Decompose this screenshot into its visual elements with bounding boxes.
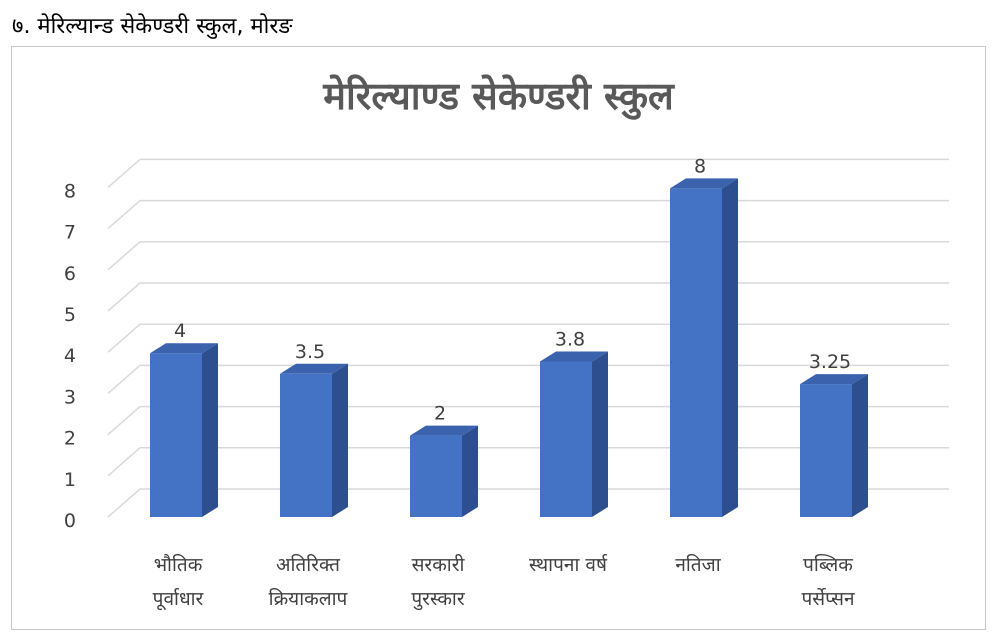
x-tick-label: नतिजा: [675, 553, 721, 576]
x-tick-label: पब्लिक: [803, 553, 853, 576]
bar-side: [332, 363, 348, 517]
bar: [410, 435, 462, 517]
data-label: 3.5: [295, 341, 325, 363]
gridline-slant: [107, 200, 141, 230]
gridline-slant: [107, 282, 141, 312]
bar: [150, 353, 202, 517]
y-tick-label: 6: [64, 263, 76, 285]
y-tick-label: 1: [64, 469, 76, 491]
bar: [670, 188, 722, 517]
data-label: 3.8: [555, 328, 585, 350]
data-label: 2: [434, 403, 446, 425]
x-tick-label: पर्सेप्सन: [802, 587, 855, 610]
chart-title: मेरिल्याण्ड सेकेण्डरी स्कुल: [323, 74, 674, 118]
gridline-slant: [107, 447, 141, 477]
bar-top: [280, 363, 348, 374]
bar-side: [592, 351, 608, 517]
bar-top: [540, 351, 608, 362]
bar-top: [800, 374, 868, 385]
data-label: 8: [694, 155, 706, 177]
data-label: 3.25: [809, 351, 851, 373]
bar-top: [410, 425, 478, 436]
bar-side: [202, 343, 218, 517]
x-tick-label: पुरस्कार: [411, 588, 465, 611]
bar-side: [722, 178, 738, 517]
gridline-slant: [107, 323, 141, 353]
bar-side: [462, 425, 478, 517]
data-label: 4: [174, 320, 186, 342]
gridline-slant: [107, 488, 141, 518]
x-tick-label: क्रियाकलाप: [269, 587, 349, 610]
gridline-slant: [107, 158, 141, 188]
bar: [540, 361, 592, 517]
x-tick-label: भौतिक: [154, 553, 203, 576]
gridline-slant: [107, 406, 141, 436]
chart-frame: मेरिल्याण्ड सेकेण्डरी स्कुल 0 1 2 3 4 5 6 7 8 4 भौ…: [11, 46, 986, 630]
y-tick-label: 2: [64, 428, 76, 450]
y-tick-label: 0: [64, 510, 76, 532]
bar-chart: 0 1 2 3 4 5 6 7 8 4 भौतिक पूर्वाधार 3.5 अतिरिक्त क्रिय…: [64, 155, 949, 611]
x-tick-label: स्थापना वर्ष: [529, 553, 608, 576]
bar: [800, 384, 852, 517]
y-tick-label: 8: [64, 180, 76, 202]
y-tick-label: 3: [64, 386, 76, 408]
bar: [280, 373, 332, 517]
x-tick-label: सरकारी: [412, 553, 466, 576]
gridline-slant: [107, 241, 141, 271]
x-tick-label: अतिरिक्त: [276, 553, 341, 576]
x-tick-label: पूर्वाधार: [153, 587, 205, 611]
gridline-slant: [107, 364, 141, 394]
bar-top: [670, 178, 738, 189]
y-tick-label: 4: [64, 345, 76, 367]
y-tick-label: 5: [64, 304, 76, 326]
figure-caption: ७. मेरिल्यान्ड सेकेण्डरी स्कुल, मोरङ: [12, 14, 293, 39]
bar-side: [852, 374, 868, 517]
y-tick-label: 7: [64, 222, 76, 244]
bar-top: [150, 343, 218, 354]
